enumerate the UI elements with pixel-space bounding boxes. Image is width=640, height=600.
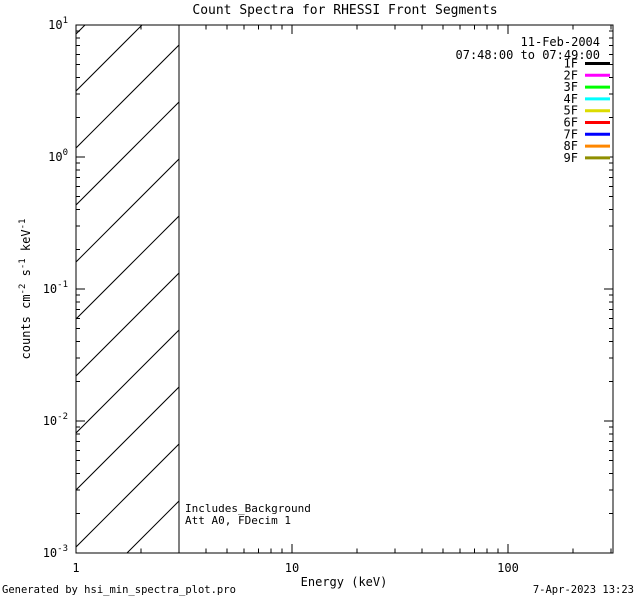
legend-entry-8F: 8F: [564, 139, 610, 153]
annotation-attenuator-state: Att A0, FDecim 1: [185, 514, 291, 527]
footer-generated-by: Generated by hsi_min_spectra_plot.pro: [2, 584, 236, 596]
legend-entry-label: 9F: [564, 151, 578, 165]
y-tick-label: 10-2: [43, 412, 68, 428]
y-axis-label: counts cm-2 s-1 keV-1: [18, 219, 33, 360]
hatch-line: [76, 386, 180, 491]
hatch-line: [76, 215, 180, 320]
legend-entry-5F: 5F: [564, 104, 610, 118]
chart-layers: 1 10 100 101 100 10-1 10-2 10-3 counts cm-2 s-1 …: [18, 16, 614, 575]
axis-ticks: [75, 24, 613, 554]
legend-entry-7F: 7F: [564, 127, 610, 141]
x-tick-label: 100: [497, 561, 519, 575]
hatch-line: [76, 101, 180, 206]
hatch-line: [76, 44, 180, 149]
legend-entry-label: 1F: [564, 57, 578, 71]
legend-entry-label: 6F: [564, 116, 578, 130]
legend-entry-9F: 9F: [564, 151, 610, 165]
legend-entry-label: 2F: [564, 68, 578, 82]
hatch-line: [76, 329, 180, 434]
legend-entry-label: 5F: [564, 104, 578, 118]
annotation-includes-background: Includes_Background: [185, 502, 311, 515]
hatch-line: [76, 272, 180, 377]
legend-entry-label: 3F: [564, 80, 578, 94]
y-tick-label: 101: [48, 16, 68, 32]
y-tick-label: 10-3: [43, 544, 68, 560]
plot-frame: [75, 24, 614, 554]
legend-entry-label: 4F: [564, 92, 578, 106]
y-tick-label: 10-1: [43, 280, 68, 296]
legend-entry-label: 8F: [564, 139, 578, 153]
legend-entry-6F: 6F: [564, 116, 610, 130]
footer-timestamp: 7-Apr-2023 13:23: [533, 584, 634, 596]
legend-entry-4F: 4F: [564, 92, 610, 106]
legend-entry-2F: 2F: [564, 68, 610, 82]
y-tick-label: 100: [48, 148, 68, 164]
chart-title: Count Spectra for RHESSI Front Segments: [192, 3, 497, 18]
legend-entry-3F: 3F: [564, 80, 610, 94]
x-axis-label: Energy (keV): [301, 575, 388, 589]
x-tick-label: 1: [72, 561, 79, 575]
legend-entry-label: 7F: [564, 127, 578, 141]
legend-entry-1F: 1F: [564, 57, 610, 71]
x-tick-label: 10: [285, 561, 299, 575]
hatch-line: [76, 443, 180, 548]
legend-time-range: 07:48:00 to 07:49:00: [456, 48, 601, 62]
hatched-region: [76, 25, 180, 553]
legend-date: 11-Feb-2004: [521, 35, 600, 49]
